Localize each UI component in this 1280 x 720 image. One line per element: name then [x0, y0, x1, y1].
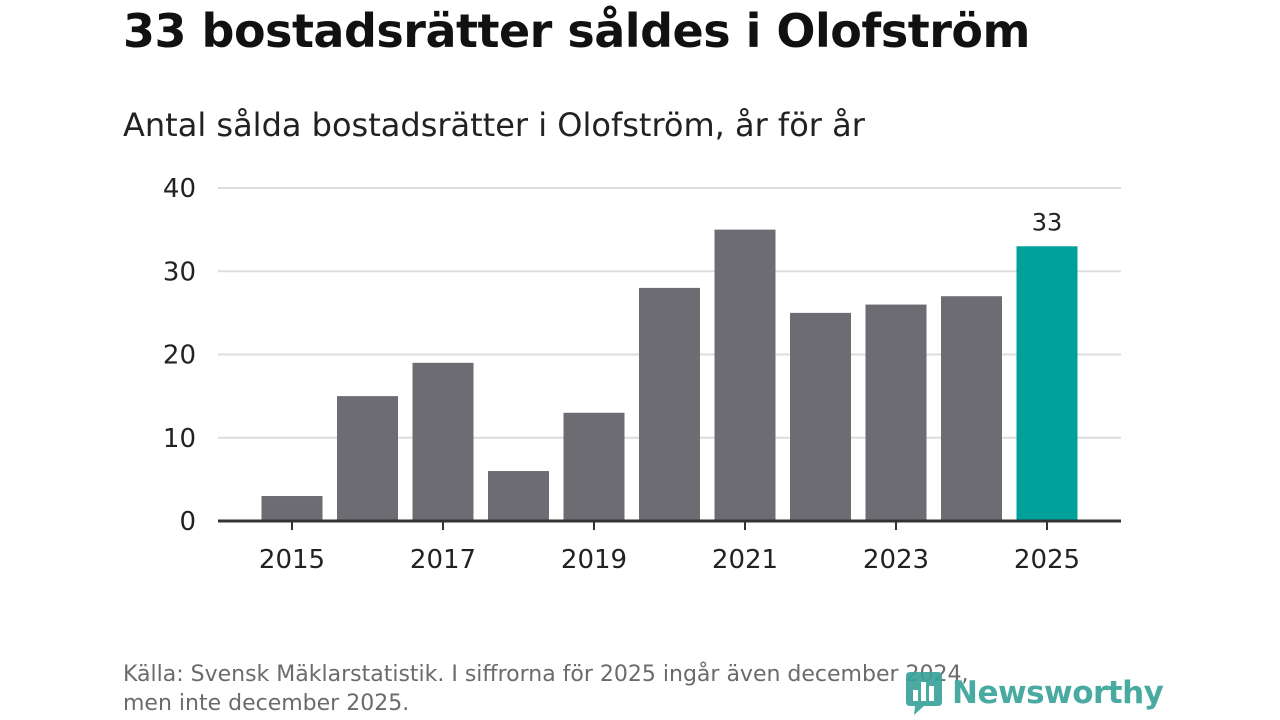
y-tick-label: 20	[163, 341, 196, 371]
bar-2017	[412, 362, 474, 521]
y-tick-label: 10	[163, 424, 196, 454]
x-tick-label: 2015	[259, 545, 325, 575]
bar-2025	[1016, 246, 1078, 521]
y-tick-label: 30	[163, 257, 196, 287]
bar-2019	[563, 412, 625, 521]
x-tick-label: 2017	[410, 545, 476, 575]
chart-title: 33 bostadsrätter såldes i Olofström	[123, 4, 1030, 58]
data-label-2025: 33	[1032, 208, 1063, 236]
source-line-1: Källa: Svensk Mäklarstatistik. I siffror…	[123, 662, 969, 687]
bar-2015	[261, 496, 323, 521]
bar-2016	[337, 396, 398, 521]
y-tick-label: 40	[163, 174, 196, 204]
chart-subtitle: Antal sålda bostadsrätter i Olofström, å…	[123, 106, 865, 144]
source-note: Källa: Svensk Mäklarstatistik. I siffror…	[123, 660, 1123, 718]
source-line-2: men inte december 2025.	[123, 691, 410, 716]
x-tick-label: 2023	[863, 545, 929, 575]
y-tick-label: 0	[179, 507, 196, 537]
bar-chart-logo-icon	[906, 672, 942, 715]
x-tick-label: 2025	[1014, 545, 1080, 575]
logo-text: Newsworthy	[952, 675, 1164, 711]
x-tick-label: 2019	[561, 545, 627, 575]
bar-2022	[790, 312, 851, 521]
bar-2024	[941, 296, 1002, 521]
bar-2020	[639, 287, 700, 521]
bar-2023	[865, 304, 927, 521]
newsworthy-logo: Newsworthy	[902, 668, 1164, 718]
x-tick-label: 2021	[712, 545, 778, 575]
bar-2021	[714, 229, 776, 521]
bar-2018	[488, 471, 549, 521]
